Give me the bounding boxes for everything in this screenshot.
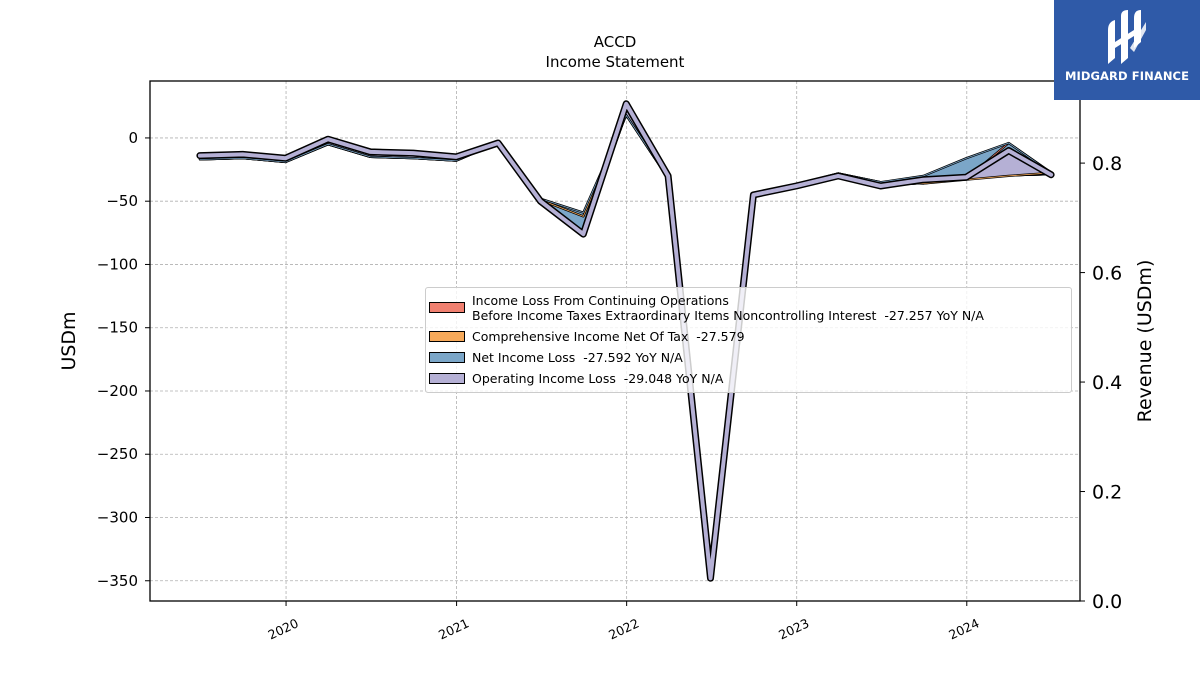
y-tick-label: −50 (106, 192, 138, 210)
midgard-logo-icon (1108, 10, 1146, 64)
legend-label: Operating Income Loss -29.048 YoY N/A (472, 371, 724, 386)
x-axis-ticks: 2020 2021 2022 2023 2024 (266, 601, 982, 642)
x-tick-label: 2022 (606, 615, 641, 642)
y-tick-label: −250 (97, 445, 138, 463)
y-right-tick-label: 0.2 (1092, 482, 1122, 504)
plot-frame (149, 80, 1081, 602)
y-axis-left-ticks: 0 −50 −100 −150 −200 −250 −300 −350 (97, 129, 150, 590)
x-tick-label: 2024 (946, 615, 981, 642)
y-tick-label: −350 (97, 572, 138, 590)
y-tick-label: −150 (97, 319, 138, 337)
legend-swatch (429, 331, 465, 342)
x-tick-label: 2023 (776, 615, 811, 642)
legend-swatch (429, 352, 465, 363)
y-right-tick-label: 0.0 (1092, 591, 1122, 613)
brand-logo: MIDGARD FINANCE (1054, 0, 1200, 100)
legend-label: Net Income Loss -27.592 YoY N/A (472, 350, 683, 365)
y-tick-label: −300 (97, 508, 138, 526)
series-line (197, 101, 1054, 581)
legend-item: Net Income Loss -27.592 YoY N/A (426, 350, 1071, 365)
brand-name: MIDGARD FINANCE (1064, 69, 1190, 83)
x-tick-label: 2021 (436, 615, 471, 642)
y-axis-right-ticks: 0.0 0.2 0.4 0.6 0.8 (1080, 153, 1122, 613)
series-lines (196, 100, 1055, 582)
y-right-tick-label: 0.8 (1092, 153, 1122, 175)
legend-item: Income Loss From Continuing Operations B… (426, 293, 1071, 323)
y-right-tick-label: 0.6 (1092, 263, 1122, 285)
legend-item: Comprehensive Income Net Of Tax -27.579 (426, 329, 1071, 344)
y-right-tick-label: 0.4 (1092, 372, 1122, 394)
legend-item: Operating Income Loss -29.048 YoY N/A (426, 371, 1071, 386)
legend-swatch (429, 302, 465, 313)
y-tick-label: −100 (97, 255, 138, 273)
legend-swatch (429, 373, 465, 384)
y-tick-label: −200 (97, 382, 138, 400)
x-tick-label: 2020 (266, 615, 301, 642)
chart-legend: Income Loss From Continuing Operations B… (425, 287, 1072, 393)
chart-subtitle: Income Statement (546, 53, 685, 71)
y-axis-right-label: Revenue (USDm) (1134, 260, 1156, 423)
legend-label: Comprehensive Income Net Of Tax -27.579 (472, 329, 745, 344)
y-axis-label: USDm (58, 311, 80, 370)
legend-label: Income Loss From Continuing Operations B… (472, 293, 984, 323)
series-line (199, 114, 1052, 577)
y-tick-label: 0 (128, 129, 138, 147)
chart-title: ACCD (594, 33, 637, 51)
